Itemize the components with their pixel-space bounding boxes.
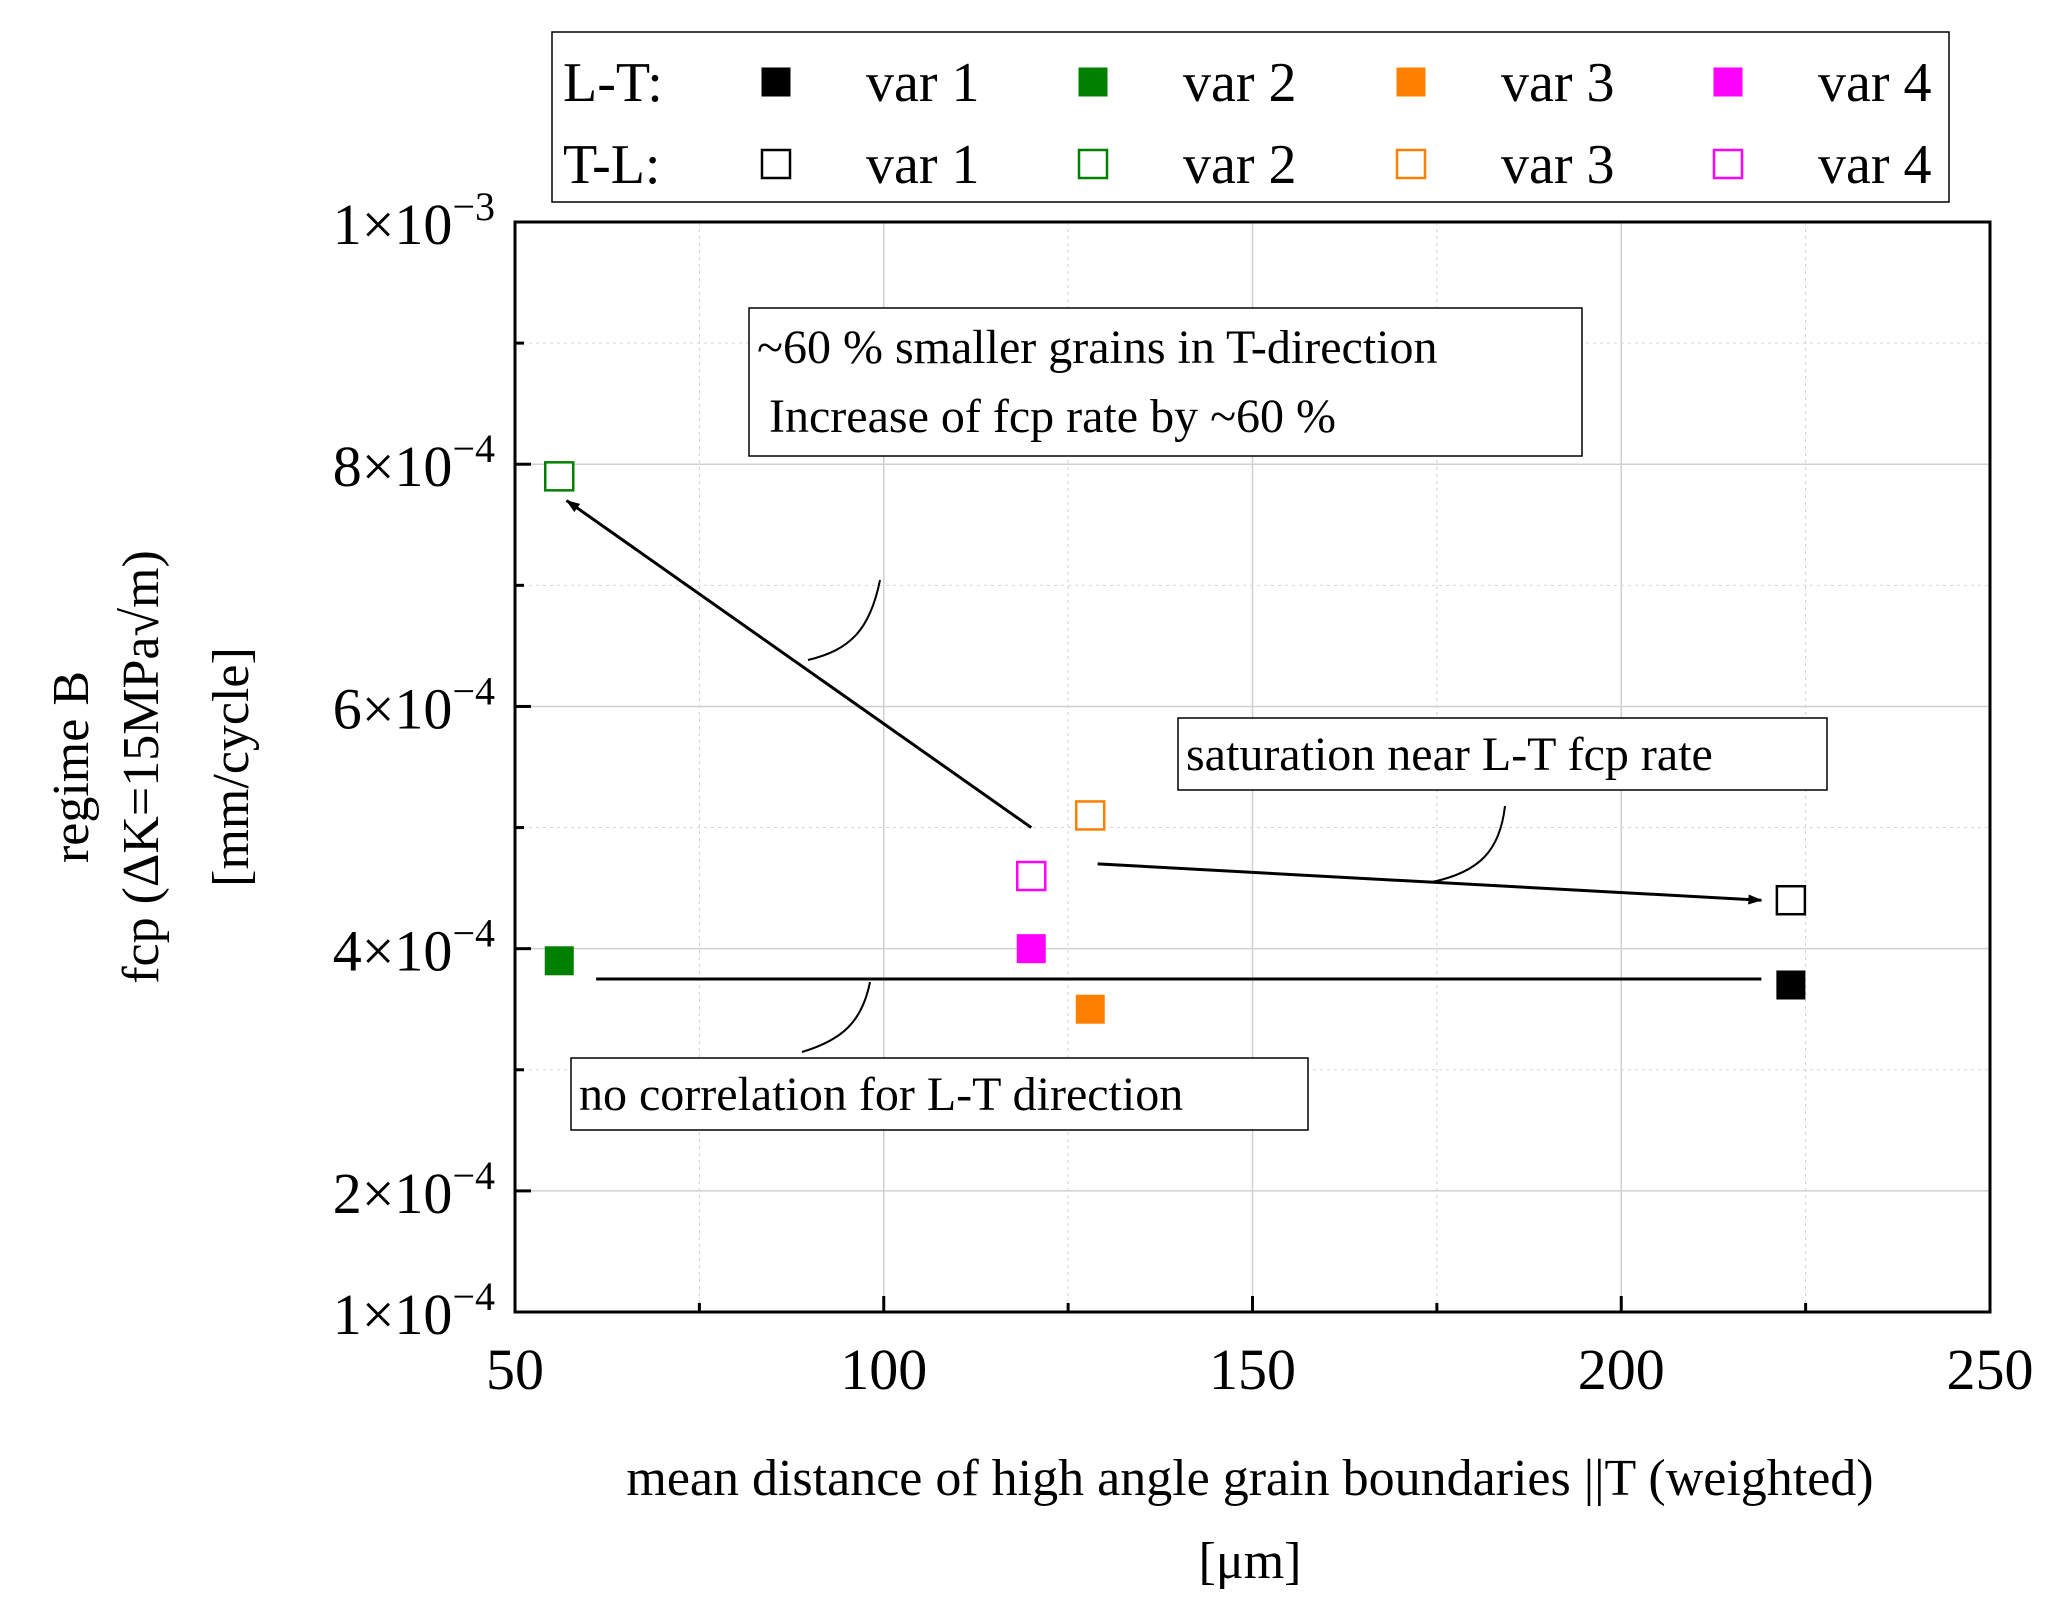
annotation-grains: ~60 % smaller grains in T-direction Incr… bbox=[748, 307, 1583, 457]
marker-t-l-var-3 bbox=[1075, 800, 1106, 831]
x-axis-label: mean distance of high angle grain bounda… bbox=[626, 1450, 1873, 1507]
annotation-saturation: saturation near L-T fcp rate bbox=[1177, 717, 1828, 791]
arrows bbox=[565, 499, 1763, 981]
legend-marker-lt-var3 bbox=[1396, 67, 1426, 97]
marker-l-t-var-4 bbox=[1016, 934, 1046, 964]
y-axis-label-line2: fcp (ΔK=15MPa√m) bbox=[113, 550, 170, 984]
y-axis-label-line1: regime B bbox=[43, 671, 100, 863]
legend-marker-tl-var2 bbox=[1077, 148, 1109, 180]
legend-marker-tl-var1 bbox=[760, 148, 792, 180]
marker-t-l-var-2 bbox=[544, 461, 575, 492]
legend-label-tl-var1: var 1 bbox=[866, 134, 980, 196]
x-tick-label: 100 bbox=[840, 1337, 927, 1402]
x-tick-label: 150 bbox=[1209, 1337, 1296, 1402]
y-tick-label: 1×10−4 bbox=[333, 1274, 495, 1347]
x-tick-label: 50 bbox=[486, 1337, 544, 1402]
arrow-2 bbox=[1097, 862, 1763, 905]
marker-l-t-var-3 bbox=[1075, 994, 1105, 1024]
legend-label-lt-var4: var 4 bbox=[1818, 52, 1932, 114]
x-tick-label: 250 bbox=[1947, 1337, 2034, 1402]
y-tick-label: 6×10−4 bbox=[333, 668, 495, 741]
leader-curve-grains bbox=[807, 579, 881, 661]
legend-label-tl-var4: var 4 bbox=[1818, 134, 1932, 196]
legend-marker-lt-var2 bbox=[1078, 67, 1108, 97]
legend-marker-lt-var4 bbox=[1713, 67, 1743, 97]
axis-ticks: 50 100 150 200 250 1×10−4 2×10−4 4×10−4 6×10−4 8×… bbox=[333, 184, 2034, 1402]
legend: L-T: T-L: var 1 var 2 var 3 var 4 var 1 var 2… bbox=[551, 31, 1950, 203]
legend-marker-lt-var1 bbox=[761, 67, 791, 97]
x-tick-label: 200 bbox=[1578, 1337, 1665, 1402]
y-tick-label: 1×10−3 bbox=[333, 184, 495, 257]
leader-curve-saturation bbox=[1431, 805, 1506, 883]
arrow-1 bbox=[565, 499, 1033, 829]
y-tick-label: 8×10−4 bbox=[333, 426, 495, 499]
data-markers bbox=[544, 461, 1807, 1024]
legend-items: var 1 var 2 var 3 var 4 var 1 var 2 var 3 var 4 bbox=[760, 52, 1932, 196]
marker-l-t-var-1 bbox=[1776, 970, 1806, 1000]
annotation-saturation-line1: saturation near L-T fcp rate bbox=[1186, 728, 1713, 781]
annotation-grains-box bbox=[748, 307, 1583, 457]
legend-row-label-lt: L-T: bbox=[563, 52, 663, 114]
legend-marker-tl-var3 bbox=[1395, 148, 1427, 180]
annotation-nocorr-line1: no correlation for L-T direction bbox=[579, 1068, 1183, 1121]
legend-label-tl-var2: var 2 bbox=[1183, 134, 1297, 196]
y-tick-label: 2×10−4 bbox=[333, 1153, 495, 1226]
legend-row-label-tl: T-L: bbox=[563, 134, 660, 196]
annotation-grains-line1: ~60 % smaller grains in T-direction bbox=[757, 321, 1438, 374]
legend-label-lt-var1: var 1 bbox=[866, 52, 980, 114]
annotation-saturation-box bbox=[1177, 717, 1828, 791]
marker-t-l-var-4 bbox=[1016, 860, 1047, 892]
annotation-grains-line2: Increase of fcp rate by ~60 % bbox=[757, 390, 1336, 443]
legend-label-lt-var2: var 2 bbox=[1183, 52, 1297, 114]
y-axis-label-line3: [mm/cycle] bbox=[203, 647, 260, 887]
leader-curve-nocorr bbox=[801, 981, 871, 1053]
legend-label-lt-var3: var 3 bbox=[1501, 52, 1615, 114]
annotation-nocorr-box bbox=[570, 1057, 1309, 1131]
legend-marker-tl-var4 bbox=[1712, 148, 1744, 180]
x-axis-unit: [μm] bbox=[1199, 1533, 1302, 1590]
annotation-nocorr: no correlation for L-T direction bbox=[570, 1057, 1309, 1131]
marker-l-t-var-2 bbox=[544, 946, 574, 976]
marker-t-l-var-1 bbox=[1775, 884, 1807, 916]
legend-label-tl-var3: var 3 bbox=[1501, 134, 1615, 196]
y-tick-label: 4×10−4 bbox=[333, 911, 495, 984]
